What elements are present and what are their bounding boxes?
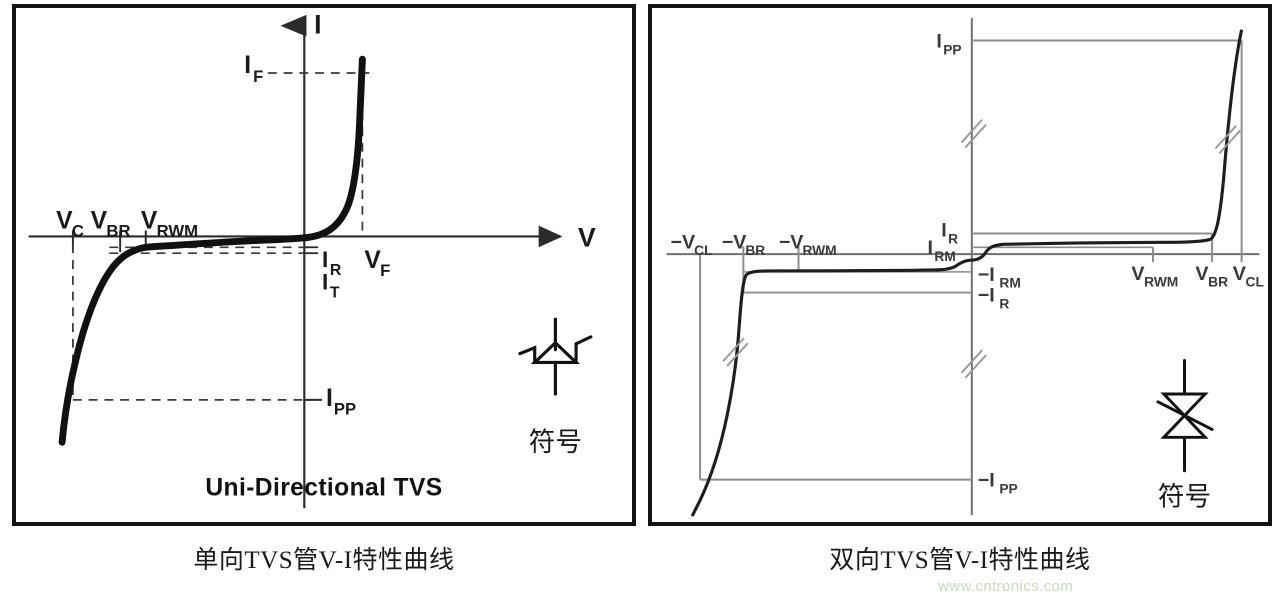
label-vcl-negative: −V CL: [671, 231, 713, 258]
bidirectional-tvs-symbol-icon: [1156, 359, 1214, 473]
svg-text:−V: −V: [779, 231, 804, 253]
svg-text:RM: RM: [934, 249, 955, 264]
symbol-caption-left: 符号: [529, 427, 582, 457]
iv-curve: [58, 55, 366, 446]
uni-directional-tvs-panel: V C V BR V RWM I F I R I: [12, 4, 636, 526]
iv-curve-negative: [690, 258, 972, 517]
svg-text:I: I: [244, 52, 251, 79]
svg-text:CL: CL: [1246, 275, 1264, 290]
label-vbr-negative: −V BR: [722, 231, 766, 258]
svg-text:V: V: [364, 247, 381, 274]
svg-text:RWM: RWM: [157, 221, 198, 240]
svg-text:I: I: [941, 219, 946, 241]
uni-directional-tvs-chart: V C V BR V RWM I F I R I: [28, 10, 596, 509]
svg-text:F: F: [253, 67, 263, 86]
axis-break-mark-curve-negative: [722, 337, 749, 367]
svg-text:V: V: [1131, 263, 1144, 285]
label-vc: V C: [56, 208, 84, 241]
svg-text:R: R: [948, 231, 958, 246]
bi-directional-tvs-panel: I PP I R I RM −I RM −I R: [648, 4, 1272, 526]
label-vrwm-negative: −V RWM: [779, 231, 837, 258]
label-vcl-positive: V CL: [1233, 263, 1264, 290]
symbol-caption-right: 符号: [1158, 481, 1211, 511]
bi-directional-tvs-chart: I PP I R I RM −I RM −I R: [666, 17, 1264, 517]
svg-text:CL: CL: [694, 243, 712, 258]
svg-text:−I: −I: [978, 264, 995, 286]
label-ir: I R: [322, 247, 342, 279]
caption-uni-directional: 单向TVS管V-I特性曲线: [193, 547, 455, 574]
svg-text:I: I: [322, 247, 328, 272]
svg-text:V: V: [141, 208, 158, 235]
svg-text:BR: BR: [1208, 275, 1228, 290]
svg-text:I: I: [928, 237, 933, 259]
iv-curve-positive: [971, 29, 1244, 262]
label-ir-positive: I R: [941, 219, 958, 246]
label-irm-positive: I RM: [928, 237, 956, 264]
label-vrwm-positive: V RWM: [1131, 263, 1178, 290]
label-irm-negative: −I RM: [978, 264, 1021, 291]
x-axis-label: V: [578, 222, 596, 252]
label-vrwm: V RWM: [141, 208, 198, 241]
svg-text:V: V: [91, 208, 108, 235]
svg-text:I: I: [936, 30, 941, 52]
svg-text:−I: −I: [978, 470, 995, 492]
site-watermark: www.cntronics.com: [938, 578, 1074, 595]
svg-text:I: I: [326, 385, 333, 412]
label-ipp: I PP: [326, 385, 356, 419]
axis-break-mark-bottom: [960, 349, 987, 379]
svg-text:−V: −V: [722, 231, 747, 253]
label-it: I T: [322, 270, 340, 302]
svg-text:RM: RM: [999, 276, 1020, 291]
svg-text:F: F: [380, 261, 390, 280]
svg-text:R: R: [999, 296, 1009, 311]
label-vbr-positive: V BR: [1195, 263, 1228, 290]
svg-text:RWM: RWM: [1144, 275, 1178, 290]
svg-text:V: V: [56, 208, 73, 235]
label-ipp-positive: I PP: [936, 30, 961, 57]
svg-text:R: R: [330, 262, 342, 279]
svg-text:V: V: [1195, 263, 1208, 285]
svg-text:PP: PP: [999, 481, 1017, 496]
label-if: I F: [244, 52, 263, 86]
svg-text:V: V: [1233, 263, 1246, 285]
svg-text:PP: PP: [334, 400, 356, 419]
label-ipp-negative: −I PP: [978, 470, 1018, 497]
label-vbr: V BR: [91, 208, 131, 241]
label-ir-negative: −I R: [978, 284, 1010, 311]
unidirectional-tvs-symbol-icon: [518, 317, 593, 396]
svg-text:T: T: [330, 284, 340, 301]
axis-break-mark-top: [960, 119, 987, 148]
caption-bi-directional: 双向TVS管V-I特性曲线: [829, 547, 1091, 574]
svg-text:−V: −V: [671, 231, 696, 253]
svg-text:BR: BR: [106, 221, 130, 240]
panel-inner-title-left: Uni-Directional TVS: [205, 474, 442, 501]
axis-break-mark-curve-positive: [1215, 125, 1241, 154]
svg-text:RWM: RWM: [802, 243, 836, 258]
svg-text:C: C: [72, 221, 84, 240]
svg-text:BR: BR: [745, 243, 765, 258]
svg-text:I: I: [322, 270, 328, 295]
y-axis-label: I: [314, 10, 321, 40]
label-vf: V F: [364, 247, 390, 280]
svg-text:PP: PP: [943, 42, 961, 57]
svg-text:−I: −I: [978, 284, 995, 306]
